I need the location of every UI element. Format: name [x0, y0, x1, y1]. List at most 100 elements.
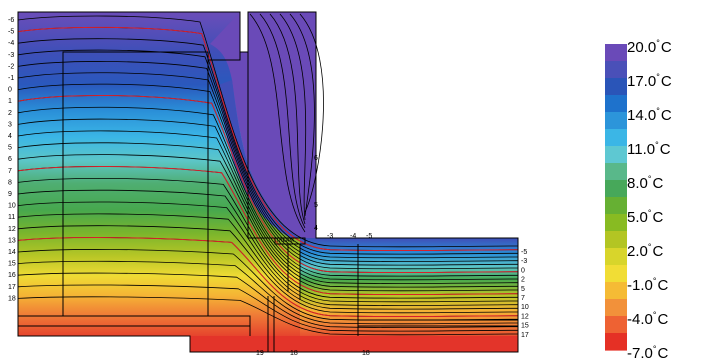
inner-label: -4: [350, 233, 356, 240]
legend-band: [605, 265, 627, 283]
degree-symbol: °: [652, 276, 657, 286]
isotherm-line: [17, 130, 519, 284]
legend-band: [605, 197, 627, 215]
left-label: 2: [8, 110, 12, 117]
legend-band: [605, 112, 627, 130]
isotherm-line: [279, 13, 307, 221]
legend-band: [605, 333, 627, 351]
legend-label: 14.0°C: [627, 107, 672, 124]
isotherm-line: [17, 189, 519, 303]
isotherm-line: [289, 13, 315, 217]
isotherm-line: [17, 260, 519, 325]
left-label: 3: [8, 121, 12, 128]
left-label: 0: [8, 87, 12, 94]
inner-label: 6: [314, 155, 318, 162]
legend-band: [605, 61, 627, 79]
legend-band: [605, 316, 627, 334]
legend-band: [605, 299, 627, 317]
isotherm-line: [17, 142, 519, 288]
inner-label: -3: [327, 233, 333, 240]
isotherm-highlight-lines: [17, 26, 519, 318]
isotherm-line: [17, 72, 519, 266]
legend-band: [605, 214, 627, 232]
isotherm-line: [17, 15, 519, 248]
legend-unit: C: [657, 311, 669, 328]
isotherm-line: [17, 213, 519, 310]
isotherm-highlight: [17, 95, 519, 274]
left-label: 8: [8, 179, 12, 186]
left-label: -6: [8, 17, 14, 24]
inner-label: 5: [314, 202, 318, 209]
right-label: 15: [521, 323, 529, 330]
right-isotherm-labels: -5 -3 0 2 5 7 10 12 15 17: [521, 249, 529, 339]
isotherm-line: [17, 49, 519, 259]
isotherm-line: [17, 201, 519, 306]
isotherm-highlight: [17, 237, 519, 318]
legend-unit: C: [660, 107, 672, 124]
legend-label: 17.0°C: [627, 72, 672, 90]
bottom-label: 19: [256, 350, 264, 356]
legend-band: [605, 129, 627, 147]
right-label: 12: [521, 313, 529, 320]
bottom-label: 18: [290, 350, 298, 356]
isotherm-line: [249, 13, 306, 233]
left-label: 12: [8, 226, 16, 233]
legend-value: 17.0: [627, 73, 657, 90]
isotherm-line: [17, 154, 519, 292]
left-label: 18: [8, 295, 16, 302]
legend-band: [605, 146, 627, 164]
left-label: -2: [8, 63, 14, 70]
legend-value: 20.0: [627, 39, 657, 56]
isotherm-line: [269, 13, 306, 225]
legend-band: [605, 44, 627, 62]
left-label: 17: [8, 284, 16, 291]
isotherm-line: [259, 13, 306, 229]
degree-symbol: °: [647, 174, 652, 184]
legend-label: -7.0°C: [627, 345, 668, 362]
isotherm-line: [17, 177, 519, 299]
degree-symbol: °: [647, 208, 652, 218]
legend-label: 8.0°C: [627, 174, 663, 192]
isotherm-line: [17, 272, 519, 328]
construction-outlines: [17, 11, 519, 353]
degree-symbol: °: [656, 72, 660, 82]
legend-label: 20.0°C: [627, 39, 672, 56]
right-label: 17: [521, 332, 529, 339]
legend-band: [605, 248, 627, 266]
legend-band: [605, 282, 627, 300]
color-legend: [605, 44, 627, 351]
isotherm-line: [17, 225, 519, 314]
left-label: 4: [8, 133, 12, 140]
legend-band: [605, 231, 627, 249]
isotherm-line: [17, 106, 519, 277]
right-label: 2: [521, 277, 525, 284]
small-box-text: THERM: [276, 238, 294, 244]
legend-value: -7.0: [627, 345, 653, 362]
legend-unit: C: [659, 141, 671, 158]
legend-unit: C: [660, 39, 672, 56]
left-label: 5: [8, 145, 12, 152]
isotherm-line: [17, 61, 519, 262]
left-label: 13: [8, 237, 16, 244]
left-label: 9: [8, 191, 12, 198]
legend-band: [605, 163, 627, 181]
legend-value: 14.0: [627, 107, 657, 124]
degree-symbol: °: [652, 310, 657, 320]
isotherm-line: [17, 118, 519, 281]
degree-symbol: °: [647, 242, 652, 252]
legend-value: -4.0: [627, 311, 653, 328]
bottom-isotherm-labels: 19 18 18: [256, 350, 370, 356]
bottom-label: 18: [362, 350, 370, 356]
legend-label: 2.0°C: [627, 242, 663, 260]
legend-unit: C: [652, 209, 664, 226]
left-label: -1: [8, 75, 14, 82]
right-label: -5: [521, 249, 527, 256]
left-label: 10: [8, 203, 16, 210]
left-label: 15: [8, 261, 16, 268]
isotherm-highlight: [17, 165, 519, 296]
legend-value: 2.0: [627, 243, 648, 260]
right-label: 5: [521, 286, 525, 293]
legend-label: -1.0°C: [627, 276, 668, 294]
